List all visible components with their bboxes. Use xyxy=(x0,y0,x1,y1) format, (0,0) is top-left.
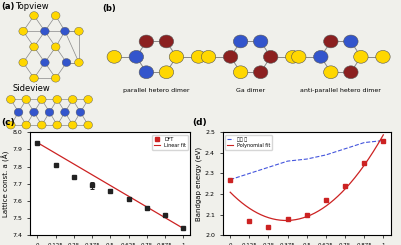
Text: (b): (b) xyxy=(102,4,116,12)
Circle shape xyxy=(62,59,71,66)
Circle shape xyxy=(376,50,390,63)
Circle shape xyxy=(159,35,174,48)
Circle shape xyxy=(41,59,49,66)
Circle shape xyxy=(292,50,306,63)
Circle shape xyxy=(233,35,248,48)
Circle shape xyxy=(30,74,38,82)
Text: anti-parallel hetero dimer: anti-parallel hetero dimer xyxy=(300,88,381,93)
Circle shape xyxy=(344,66,358,79)
Circle shape xyxy=(314,50,328,63)
Circle shape xyxy=(51,74,60,82)
Circle shape xyxy=(61,27,69,35)
Circle shape xyxy=(84,96,93,103)
Text: parallel hetero dimer: parallel hetero dimer xyxy=(123,88,190,93)
Legend: DFT, Linear fit: DFT, Linear fit xyxy=(152,135,188,150)
Circle shape xyxy=(19,27,28,35)
Circle shape xyxy=(129,50,144,63)
Circle shape xyxy=(19,59,28,66)
Circle shape xyxy=(45,108,54,116)
Circle shape xyxy=(253,66,268,79)
Text: (a): (a) xyxy=(1,2,14,11)
Text: Ga dimer: Ga dimer xyxy=(236,88,265,93)
Circle shape xyxy=(68,121,77,129)
Circle shape xyxy=(139,66,154,79)
Circle shape xyxy=(53,96,62,103)
Circle shape xyxy=(75,27,83,35)
Circle shape xyxy=(286,50,300,63)
Circle shape xyxy=(51,12,60,20)
Y-axis label: Bandgap energy (eV): Bandgap energy (eV) xyxy=(196,147,202,221)
Circle shape xyxy=(22,121,30,129)
Circle shape xyxy=(324,66,338,79)
Circle shape xyxy=(201,50,216,63)
Text: (c): (c) xyxy=(1,118,15,127)
Circle shape xyxy=(37,96,46,103)
Circle shape xyxy=(253,35,268,48)
Circle shape xyxy=(61,108,69,116)
Circle shape xyxy=(233,66,248,79)
Circle shape xyxy=(191,50,206,63)
Circle shape xyxy=(139,35,154,48)
Circle shape xyxy=(344,35,358,48)
Circle shape xyxy=(84,121,93,129)
Circle shape xyxy=(354,50,368,63)
Circle shape xyxy=(51,43,60,51)
Circle shape xyxy=(30,12,38,20)
Circle shape xyxy=(107,50,122,63)
Circle shape xyxy=(53,121,62,129)
Circle shape xyxy=(30,108,38,116)
Circle shape xyxy=(223,50,238,63)
Y-axis label: Lattice const. a (Å): Lattice const. a (Å) xyxy=(2,151,10,217)
Circle shape xyxy=(263,50,278,63)
Circle shape xyxy=(75,59,83,66)
Text: Topview: Topview xyxy=(16,2,49,11)
Text: Sideview: Sideview xyxy=(12,84,50,93)
Circle shape xyxy=(159,66,174,79)
Legend: 예상 값, Polynomial fit: 예상 값, Polynomial fit xyxy=(225,135,272,150)
Circle shape xyxy=(22,96,30,103)
Circle shape xyxy=(41,27,49,35)
Circle shape xyxy=(30,43,38,51)
Circle shape xyxy=(6,121,15,129)
Circle shape xyxy=(324,35,338,48)
Circle shape xyxy=(169,50,184,63)
Circle shape xyxy=(37,121,46,129)
Circle shape xyxy=(14,108,23,116)
Text: (d): (d) xyxy=(192,118,207,127)
Circle shape xyxy=(68,96,77,103)
Circle shape xyxy=(76,108,85,116)
Circle shape xyxy=(6,96,15,103)
